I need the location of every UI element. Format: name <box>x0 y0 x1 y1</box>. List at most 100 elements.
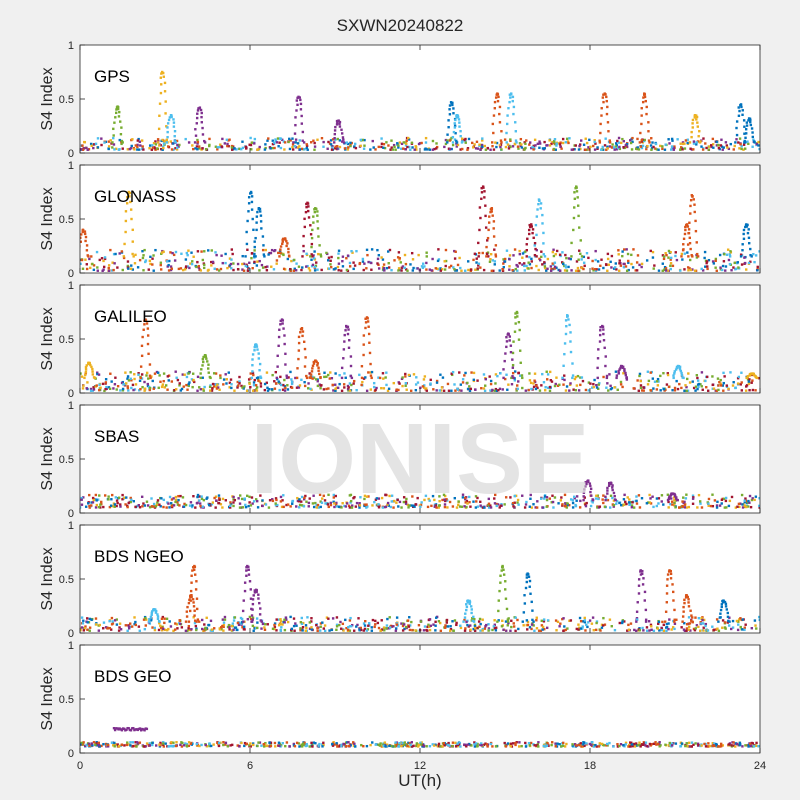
data-point <box>724 602 728 606</box>
data-point <box>443 498 446 501</box>
data-point <box>250 252 254 255</box>
data-point <box>390 146 393 149</box>
data-point <box>282 505 285 509</box>
data-point <box>150 497 153 500</box>
data-point <box>432 623 435 626</box>
data-point <box>614 145 617 148</box>
data-point <box>469 387 473 391</box>
data-point <box>349 374 353 378</box>
data-point <box>554 253 557 256</box>
data-point <box>573 197 577 201</box>
data-point <box>246 265 249 268</box>
data-point <box>504 588 507 591</box>
data-point <box>113 505 116 508</box>
data-point <box>493 260 497 263</box>
data-point <box>535 619 538 622</box>
data-point <box>534 223 538 227</box>
data-point <box>408 616 411 619</box>
data-point <box>498 506 501 509</box>
data-point <box>382 263 386 266</box>
data-point <box>547 386 550 390</box>
data-point <box>689 204 692 208</box>
data-point <box>322 140 325 144</box>
data-point <box>598 505 602 508</box>
data-point <box>107 495 110 498</box>
data-point <box>83 230 87 233</box>
data-point <box>649 623 653 627</box>
data-point <box>240 497 244 501</box>
data-point <box>299 102 303 106</box>
data-point <box>335 616 339 619</box>
data-point <box>358 262 361 266</box>
data-point <box>253 345 256 349</box>
data-point <box>753 141 756 144</box>
data-point <box>668 569 671 572</box>
data-point <box>152 387 155 390</box>
data-point <box>218 497 221 500</box>
data-point <box>649 497 652 500</box>
data-point <box>192 605 196 608</box>
data-point <box>279 248 282 251</box>
data-point <box>443 505 447 509</box>
data-point <box>506 620 510 623</box>
data-point <box>292 742 296 746</box>
data-point <box>490 210 493 213</box>
data-point <box>115 111 118 115</box>
data-point <box>725 253 729 256</box>
data-point <box>307 505 310 508</box>
data-point <box>516 315 519 318</box>
data-point <box>170 115 173 119</box>
data-point <box>159 91 163 95</box>
data-point <box>463 616 467 619</box>
data-point <box>88 362 91 365</box>
data-point <box>243 589 247 593</box>
data-point <box>682 496 685 499</box>
data-point <box>527 228 531 232</box>
data-point <box>476 496 479 500</box>
data-point <box>458 125 461 128</box>
data-point <box>685 594 688 597</box>
data-point <box>583 621 587 624</box>
data-point <box>251 353 255 356</box>
data-point <box>318 493 322 497</box>
data-point <box>244 505 248 509</box>
data-point <box>363 497 366 501</box>
data-point <box>488 375 491 378</box>
data-point <box>491 628 494 632</box>
data-point <box>695 624 699 627</box>
data-point <box>283 378 286 382</box>
data-point <box>623 368 626 371</box>
data-point <box>443 268 447 271</box>
data-point <box>479 148 482 151</box>
data-point <box>511 95 515 99</box>
data-point <box>469 624 472 627</box>
data-point <box>635 499 638 503</box>
data-point <box>248 382 251 386</box>
data-point <box>570 269 573 272</box>
data-point <box>745 124 749 127</box>
data-point <box>744 128 748 131</box>
data-point <box>545 496 549 499</box>
data-point <box>540 250 543 253</box>
data-point <box>208 389 212 392</box>
data-point <box>310 141 313 144</box>
data-point <box>212 372 216 375</box>
data-point <box>318 244 321 247</box>
data-point <box>147 620 151 623</box>
data-point <box>128 195 131 198</box>
data-point <box>115 108 118 111</box>
data-point <box>685 627 689 630</box>
data-point <box>196 495 199 499</box>
data-point <box>295 386 299 389</box>
data-point <box>251 371 255 375</box>
data-point <box>346 254 350 257</box>
data-point <box>659 389 662 392</box>
data-point <box>605 376 609 380</box>
data-point <box>511 351 515 355</box>
data-point <box>128 191 132 195</box>
data-point <box>240 506 243 509</box>
data-point <box>511 145 515 148</box>
data-point <box>669 264 672 268</box>
data-point <box>597 383 601 386</box>
data-point <box>243 385 246 388</box>
